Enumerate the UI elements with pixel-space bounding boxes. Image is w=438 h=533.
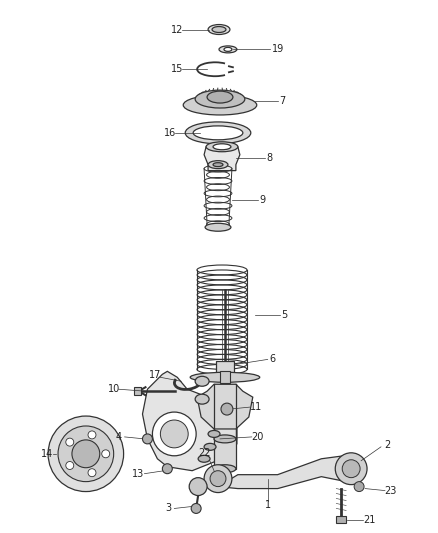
Circle shape (152, 412, 196, 456)
Circle shape (160, 420, 188, 448)
Ellipse shape (204, 443, 216, 450)
Bar (214, 439, 236, 469)
Ellipse shape (208, 25, 230, 35)
Ellipse shape (213, 163, 223, 167)
Bar (336, 516, 346, 523)
Ellipse shape (185, 122, 251, 144)
Text: 23: 23 (385, 486, 397, 496)
Ellipse shape (214, 435, 236, 443)
Circle shape (142, 434, 152, 444)
Ellipse shape (219, 46, 237, 53)
Ellipse shape (198, 455, 210, 462)
Circle shape (48, 416, 124, 491)
Ellipse shape (190, 373, 260, 382)
Ellipse shape (193, 126, 243, 140)
Text: 15: 15 (171, 64, 184, 74)
Text: 20: 20 (251, 432, 264, 442)
Circle shape (58, 426, 114, 482)
Text: 1: 1 (265, 500, 271, 511)
Circle shape (342, 460, 360, 478)
Polygon shape (204, 147, 240, 171)
Text: 9: 9 (260, 196, 266, 205)
Circle shape (191, 504, 201, 513)
Circle shape (210, 471, 226, 487)
Ellipse shape (212, 27, 226, 33)
Circle shape (88, 431, 96, 439)
Bar (214, 384, 236, 439)
Ellipse shape (208, 160, 228, 168)
Circle shape (102, 450, 110, 458)
Text: 14: 14 (41, 449, 53, 459)
Text: 11: 11 (250, 402, 262, 412)
Ellipse shape (195, 394, 209, 404)
Text: 5: 5 (282, 310, 288, 320)
Circle shape (221, 403, 233, 415)
Circle shape (335, 453, 367, 484)
Bar (134, 387, 141, 395)
Text: 19: 19 (272, 44, 284, 54)
Text: 16: 16 (164, 128, 177, 138)
Polygon shape (197, 384, 253, 429)
Ellipse shape (206, 142, 238, 152)
Text: 10: 10 (108, 384, 120, 394)
Text: 22: 22 (198, 448, 210, 458)
Ellipse shape (183, 95, 257, 115)
Text: 6: 6 (270, 354, 276, 365)
Ellipse shape (214, 465, 236, 473)
Polygon shape (218, 455, 361, 489)
Ellipse shape (207, 91, 233, 103)
Circle shape (66, 438, 74, 446)
Text: 17: 17 (149, 370, 162, 381)
Text: 12: 12 (171, 25, 184, 35)
Text: 3: 3 (165, 504, 171, 513)
Bar (216, 361, 234, 373)
Text: 7: 7 (279, 96, 286, 106)
Text: 2: 2 (384, 440, 390, 450)
Circle shape (162, 464, 172, 474)
Circle shape (354, 482, 364, 491)
Circle shape (189, 478, 207, 496)
Text: 13: 13 (132, 469, 145, 479)
Ellipse shape (205, 223, 231, 231)
Ellipse shape (213, 144, 231, 150)
Text: 21: 21 (363, 515, 375, 526)
Text: 8: 8 (267, 152, 273, 163)
Circle shape (66, 462, 74, 470)
Circle shape (72, 440, 100, 468)
Circle shape (204, 465, 232, 492)
Circle shape (88, 469, 96, 477)
Ellipse shape (224, 47, 232, 51)
Ellipse shape (195, 90, 245, 108)
Polygon shape (142, 372, 237, 471)
Ellipse shape (208, 431, 220, 438)
Ellipse shape (195, 376, 209, 386)
Text: 4: 4 (116, 432, 122, 442)
Bar (220, 372, 230, 383)
